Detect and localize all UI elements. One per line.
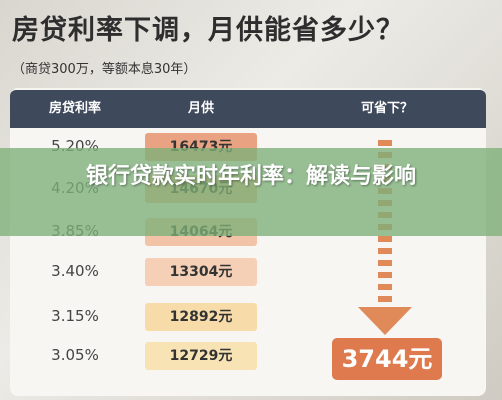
saving-badge: 3744元 [332,338,442,380]
payment-cell: 12892元 [145,303,257,331]
table-header [10,90,486,128]
subtitle: （商贷300万，等额本息30年） [12,62,197,77]
overlay-title: 银行贷款实时年利率：解读与影响 [85,164,416,189]
overlay-banner [0,148,502,236]
title: 房贷利率下调，月供能省多少？ [12,15,404,46]
payment-cell: 13304元 [145,258,257,286]
header-cell: 房贷利率 [48,101,101,116]
rate-cell: 3.40% [51,262,99,280]
rate-cell: 3.05% [51,346,99,364]
header-cell: 月供 [187,101,214,116]
payment-cell: 12729元 [145,342,257,370]
rate-cell: 3.15% [51,307,99,325]
header-cell: 可省下？ [360,101,413,116]
